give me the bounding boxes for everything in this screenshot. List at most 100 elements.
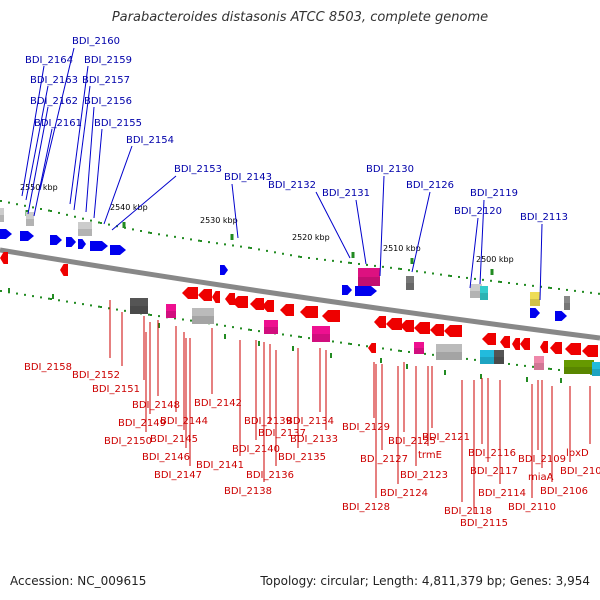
forward-track-dot [140, 230, 142, 232]
forward-track-dot [200, 240, 202, 242]
feature-box [312, 326, 330, 342]
forward-track-dot [282, 252, 284, 255]
reverse-tick [158, 323, 160, 328]
reverse-gene-label: BDI_2136 [246, 470, 294, 481]
feature-box [494, 350, 504, 364]
reverse-gene-arrow [512, 338, 520, 350]
forward-track-dot [40, 208, 42, 210]
forward-track-dot [516, 282, 518, 285]
feature-box [480, 350, 496, 364]
feature-box-shade [358, 277, 380, 286]
forward-leader-line [379, 175, 385, 277]
feature-box [264, 320, 278, 334]
reverse-tick [330, 353, 332, 358]
feature-box [564, 296, 570, 310]
reverse-track-dot [74, 301, 76, 304]
forward-gene-arrow [555, 311, 567, 321]
reverse-gene-label: BDI_2110 [508, 502, 556, 513]
genome-summary: Topology: circular; Length: 4,811,379 bp… [260, 574, 590, 588]
forward-track-dot [398, 267, 400, 270]
feature-box [470, 284, 482, 298]
forward-track-dot [82, 217, 84, 220]
reverse-gene-label: BDI_2148 [132, 400, 180, 411]
reverse-gene-label: miaA [528, 472, 554, 483]
feature-box-shade [480, 293, 488, 300]
forward-track-dot [240, 245, 242, 248]
reverse-gene-arrow [60, 264, 68, 276]
reverse-track-dot [24, 293, 26, 296]
reverse-track-dot [58, 299, 60, 302]
reverse-gene-arrow [368, 343, 376, 353]
forward-track-dot [250, 247, 252, 249]
forward-gene-label: BDI_2113 [520, 212, 568, 223]
forward-track-dot [382, 265, 384, 268]
reverse-track-dot [466, 357, 468, 360]
reverse-track-dot [124, 309, 126, 312]
reverse-gene-arrow [262, 300, 274, 312]
forward-track-dot [466, 276, 468, 279]
forward-leader-line [85, 106, 95, 213]
reverse-gene-label: BDI_2150 [104, 436, 152, 447]
reverse-track-dot [240, 327, 242, 330]
feature-box-shade [166, 311, 176, 318]
forward-track-dot [208, 241, 210, 244]
forward-track-dot [258, 248, 260, 251]
forward-leader-line [25, 85, 49, 201]
reverse-gene-label: BDI_2123 [400, 470, 448, 481]
reverse-track-dot [40, 296, 42, 299]
reverse-track-dot [182, 318, 184, 321]
reverse-tick [292, 346, 294, 351]
forward-leader-line [69, 65, 89, 205]
reverse-gene-arrow [232, 296, 248, 308]
reverse-gene-label: BDI_2125 [388, 436, 436, 447]
forward-gene-label: BDI_2157 [82, 75, 130, 86]
reverse-track-dot [16, 292, 18, 295]
forward-gene-arrow [530, 308, 540, 318]
forward-track-dot [300, 256, 302, 258]
reverse-gene-label: BDI_2115 [460, 518, 508, 529]
forward-leader-line [39, 47, 75, 191]
forward-track-dot [216, 242, 218, 245]
reverse-track-dot [432, 353, 434, 356]
forward-track-dot [308, 256, 310, 259]
accession-label: Accession: NC_009615 [10, 574, 147, 588]
reverse-gene-label: BDI_2116 [468, 448, 516, 459]
feature-box [0, 208, 4, 222]
forward-track-dot [598, 292, 600, 295]
reverse-tick [526, 377, 528, 382]
forward-gene-arrow [110, 245, 126, 255]
feature-box-shade [406, 283, 414, 290]
feature-box [564, 360, 594, 374]
forward-track-dot [148, 231, 150, 234]
forward-gene-label: BDI_2162 [30, 96, 78, 107]
reverse-tick [380, 358, 382, 363]
forward-track-dot [16, 203, 18, 206]
feature-box-shade [564, 303, 570, 310]
forward-track-dot [498, 280, 500, 283]
feature-box-shade [130, 306, 148, 314]
feature-box [406, 276, 414, 290]
forward-track-dot [332, 259, 334, 262]
forward-track-dot [290, 254, 292, 257]
reverse-gene-label: BDI_2139 [244, 416, 292, 427]
forward-gene-arrow [50, 235, 62, 245]
forward-track-dot [0, 200, 2, 202]
forward-track-dot [74, 215, 76, 218]
forward-track-dot [340, 260, 342, 263]
reverse-gene-label: BDI_2121 [422, 432, 470, 443]
forward-track-dot [400, 268, 402, 270]
forward-leader-line [355, 199, 367, 265]
forward-track-dot [358, 262, 360, 265]
reverse-track-dot [150, 314, 152, 316]
forward-gene-label: BDI_2131 [322, 188, 370, 199]
reverse-gene-label: BDI_2133 [290, 434, 338, 445]
forward-track-dot [416, 270, 418, 273]
forward-track-dot [374, 264, 376, 267]
forward-track-dot [198, 239, 200, 242]
reverse-track-dot [148, 313, 150, 316]
forward-track-dot [182, 237, 184, 240]
feature-box-shade [0, 215, 4, 222]
reverse-gene-arrow [444, 325, 462, 337]
forward-leader-line [103, 145, 133, 225]
feature-box [166, 304, 176, 318]
